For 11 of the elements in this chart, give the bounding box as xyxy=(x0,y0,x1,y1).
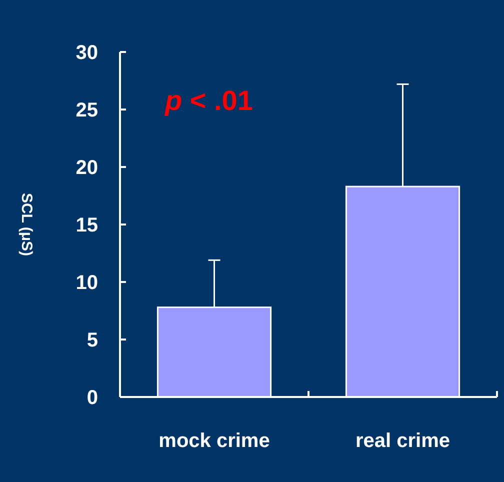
y-tick-label: 5 xyxy=(86,330,98,352)
y-axis-title: SCL (μS) xyxy=(18,192,35,256)
x-tick-label: real crime xyxy=(355,430,450,452)
annotation: p < .01 xyxy=(164,85,253,116)
y-tick-label: 20 xyxy=(76,157,98,179)
y-tick-label: 15 xyxy=(76,214,98,236)
x-tick-label: mock crime xyxy=(158,430,270,452)
y-tick-label: 25 xyxy=(76,100,98,122)
y-tick-label: 30 xyxy=(76,42,98,64)
y-tick-label: 0 xyxy=(86,387,98,409)
y-tick-label: 10 xyxy=(76,272,98,294)
